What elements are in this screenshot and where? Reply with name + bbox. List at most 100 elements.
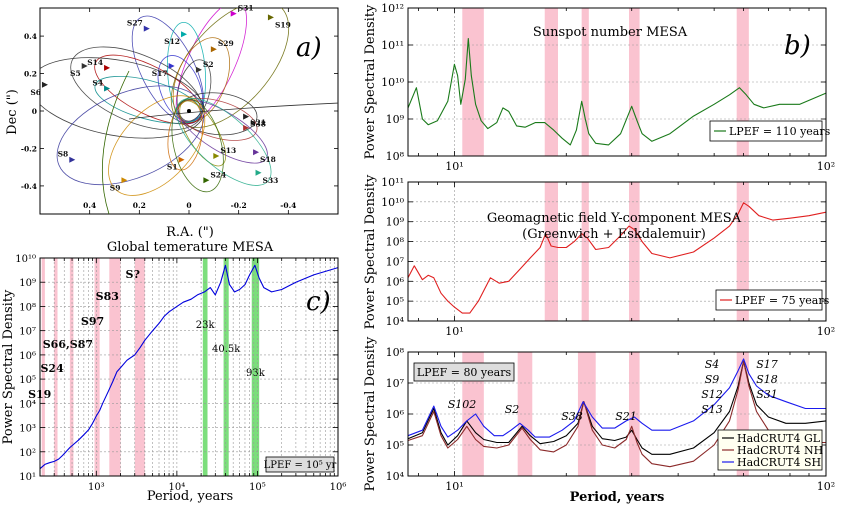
- panel-b2-geomagnetic: 10⁴ 10⁵ 10⁶ 10⁷ 10⁸ 10⁹ 10¹⁰ 10¹¹ 10¹ 10² Geomagn…: [363, 174, 835, 338]
- pink-band-label: S24: [41, 362, 65, 375]
- star-marker-s21: [243, 124, 250, 131]
- star-label-s18: S18: [260, 155, 276, 164]
- panel-b1-legend-text: LPEF = 110 years: [729, 125, 831, 138]
- y-tick-label: 10⁸: [386, 150, 405, 163]
- a-x-tick-label: 0.4: [83, 201, 96, 210]
- orbit-s33: [176, 97, 272, 186]
- shaded-band-0: [544, 182, 559, 321]
- shaded-band-4: [109, 258, 121, 476]
- star-label-s29: S29: [218, 39, 234, 48]
- star-label-s14: S14: [87, 58, 103, 67]
- y-tick-label: 10⁴: [386, 315, 405, 328]
- shaded-band-3: [736, 182, 749, 321]
- y-tick-label: 10⁵: [19, 375, 36, 386]
- star-label-s21: S21: [250, 118, 266, 127]
- panel-b3-xlabel: Period, years: [570, 490, 665, 505]
- star-marker-s17: [168, 63, 175, 70]
- annotation-s17: S17: [756, 358, 778, 371]
- star-marker-s18: [253, 149, 260, 156]
- panel-b1-legend: [709, 120, 823, 142]
- y-tick-label: 10⁶: [386, 275, 405, 288]
- y-tick-label: 10⁷: [386, 377, 405, 390]
- star-marker-s31: [230, 10, 237, 17]
- orbit-s29: [172, 37, 231, 123]
- y-tick-label: 10⁵: [386, 439, 404, 452]
- x-tick-label: 10²: [817, 160, 835, 173]
- star-label-s19: S19: [275, 20, 291, 29]
- x-tick-label: 10⁶: [330, 482, 347, 493]
- panel-c-grid: [39, 258, 339, 476]
- star-marker-s27: [143, 25, 150, 32]
- orbit-s17: [157, 55, 204, 122]
- panel-b2-ticks: 10⁴ 10⁵ 10⁶ 10⁷ 10⁸ 10⁹ 10¹⁰ 10¹¹ 10¹ 10²: [381, 176, 835, 338]
- y-tick-label: 10¹⁰: [381, 76, 404, 89]
- x-tick-label: 10³: [88, 482, 105, 493]
- panel-b3-hadcrut: 10⁴ 10⁵ 10⁶ 10⁷ 10⁸ 10¹ 10² LPEF = 80 years S1…: [363, 336, 835, 505]
- a-y-tick-label: -0.2: [21, 144, 37, 153]
- star-label-s13: S13: [220, 146, 236, 155]
- shaded-band-3: [628, 352, 640, 476]
- annotation-s21: S21: [615, 410, 637, 423]
- pink-band-label: S97: [81, 315, 104, 328]
- y-tick-label: 10⁸: [19, 302, 36, 313]
- panel-c-label: c): [306, 287, 331, 317]
- star-marker-s13: [213, 152, 220, 159]
- star-marker-s6: [41, 81, 48, 88]
- green-band-2: [251, 258, 260, 476]
- star-marker-s9: [121, 177, 128, 184]
- annotation-s18: S18: [756, 373, 778, 386]
- panel-b2-subtitle: (Greenwich + Eskdalemuir): [522, 227, 706, 242]
- panel-b1-ylabel: Power Spectral Density: [363, 4, 378, 159]
- panel-c-xlabel: Period, years: [147, 489, 233, 504]
- panel-b1-series: [407, 37, 827, 146]
- annotation-s31: S31: [756, 388, 778, 401]
- panel-c-ticks: 10¹ 10² 10³ 10⁴ 10⁵ 10⁶ 10⁷ 10⁸ 10⁹ 10¹⁰ 10³ 10⁴ 10⁵…: [15, 254, 346, 493]
- x-tick-label: 10²: [817, 480, 835, 493]
- annotation-s2: S2: [505, 403, 520, 416]
- green-band-label: 40.5k: [212, 344, 241, 355]
- shaded-band-2: [69, 258, 74, 476]
- shaded-band-1: [581, 182, 589, 321]
- a-y-tick-label: 0.4: [24, 32, 37, 41]
- a-x-tick-label: 0.2: [133, 201, 146, 210]
- orbit-s24: [171, 98, 224, 193]
- panel-b2-ylabel: Power Spectral Density: [363, 174, 378, 329]
- x-tick-label: 10⁴: [169, 482, 186, 493]
- pink-band-label: S83: [96, 290, 119, 303]
- y-tick-label: 10⁶: [19, 351, 36, 362]
- x-tick-label: 10¹: [445, 325, 463, 338]
- sgr-a-center: [187, 109, 191, 113]
- legend-label-sh: HadCRUT4 SH: [737, 456, 821, 469]
- a-x-tick-label: 0: [186, 201, 191, 210]
- panel-c-title: Global temerature MESA: [107, 240, 274, 255]
- y-tick-label: 10⁷: [19, 327, 36, 338]
- green-band-0: [202, 258, 208, 476]
- series-line-0: [407, 37, 827, 146]
- star-label-s27: S27: [127, 19, 143, 28]
- panel-a-ylabel: Dec ("): [5, 89, 20, 135]
- y-tick-label: 10³: [19, 424, 36, 435]
- star-label-s8: S8: [58, 150, 69, 159]
- y-tick-label: 10¹⁰: [381, 196, 404, 209]
- legend-label-nh: HadCRUT4 NH: [737, 444, 823, 457]
- star-label-s1: S1: [167, 163, 178, 172]
- x-tick-label: 10⁵: [249, 482, 266, 493]
- annotation-s4: S4: [705, 358, 720, 371]
- panel-b3-ylabel: Power Spectral Density: [363, 336, 378, 491]
- star-label-s17: S17: [152, 69, 168, 78]
- panel-b2-series: [407, 202, 827, 314]
- star-label-s2: S2: [203, 60, 214, 69]
- y-tick-label: 10²: [19, 448, 36, 459]
- panel-c-temperature: Global temerature MESA S19S24S66,S87S97S…: [1, 240, 346, 504]
- series-line-0: [407, 202, 827, 314]
- green-band-1: [223, 258, 229, 476]
- a-y-tick-label: 0: [32, 107, 37, 116]
- star-label-s9: S9: [110, 183, 121, 192]
- panel-b3-frame: [407, 351, 827, 477]
- shaded-band-3: [628, 8, 640, 156]
- green-band-label: 93k: [246, 368, 266, 379]
- panel-b1-frame: [407, 7, 827, 157]
- a-y-tick-label: -0.4: [21, 182, 37, 191]
- star-marker-s24: [203, 177, 210, 184]
